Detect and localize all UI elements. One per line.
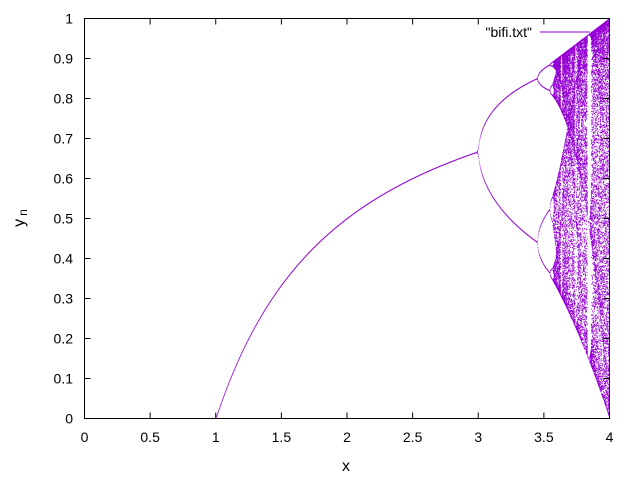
x-tick-label: 3.5 bbox=[534, 429, 554, 445]
y-tick-label: 0 bbox=[65, 411, 73, 427]
x-tick-label: 2.5 bbox=[403, 429, 423, 445]
y-tick-label: 0.8 bbox=[54, 91, 74, 107]
x-tick-label: 0 bbox=[81, 429, 89, 445]
x-ticks: 0 0.5 1 1.5 2 2.5 3 3.5 4 bbox=[81, 18, 614, 445]
y-axis-label-subscript: n bbox=[16, 209, 30, 216]
y-tick-label: 0.6 bbox=[54, 171, 74, 187]
y-tick-label: 0.2 bbox=[54, 331, 74, 347]
y-tick-label: 0.1 bbox=[54, 371, 74, 387]
y-tick-label: 0.9 bbox=[54, 51, 74, 67]
x-tick-label: 1.5 bbox=[272, 429, 292, 445]
y-axis-label-base: y bbox=[11, 219, 28, 227]
legend-label: "bifi.txt" bbox=[485, 24, 532, 40]
y-ticks: 0 0.1 0.2 0.3 0.4 0.5 0.6 0.7 0.8 0.9 1 bbox=[54, 11, 610, 427]
x-tick-label: 3 bbox=[474, 429, 482, 445]
y-tick-label: 0.7 bbox=[54, 131, 74, 147]
y-tick-label: 1 bbox=[65, 11, 73, 27]
legend: "bifi.txt" bbox=[485, 24, 590, 40]
x-tick-label: 1 bbox=[212, 429, 220, 445]
x-tick-label: 2 bbox=[343, 429, 351, 445]
y-tick-label: 0.5 bbox=[54, 211, 74, 227]
y-tick-label: 0.4 bbox=[54, 251, 74, 267]
x-tick-label: 0.5 bbox=[140, 429, 160, 445]
x-tick-label: 4 bbox=[606, 429, 614, 445]
y-tick-label: 0.3 bbox=[54, 291, 74, 307]
x-axis-label: x bbox=[342, 458, 350, 475]
data-points bbox=[215, 18, 611, 419]
series-points-bifi bbox=[215, 18, 611, 419]
y-axis-label: yn bbox=[11, 209, 30, 227]
